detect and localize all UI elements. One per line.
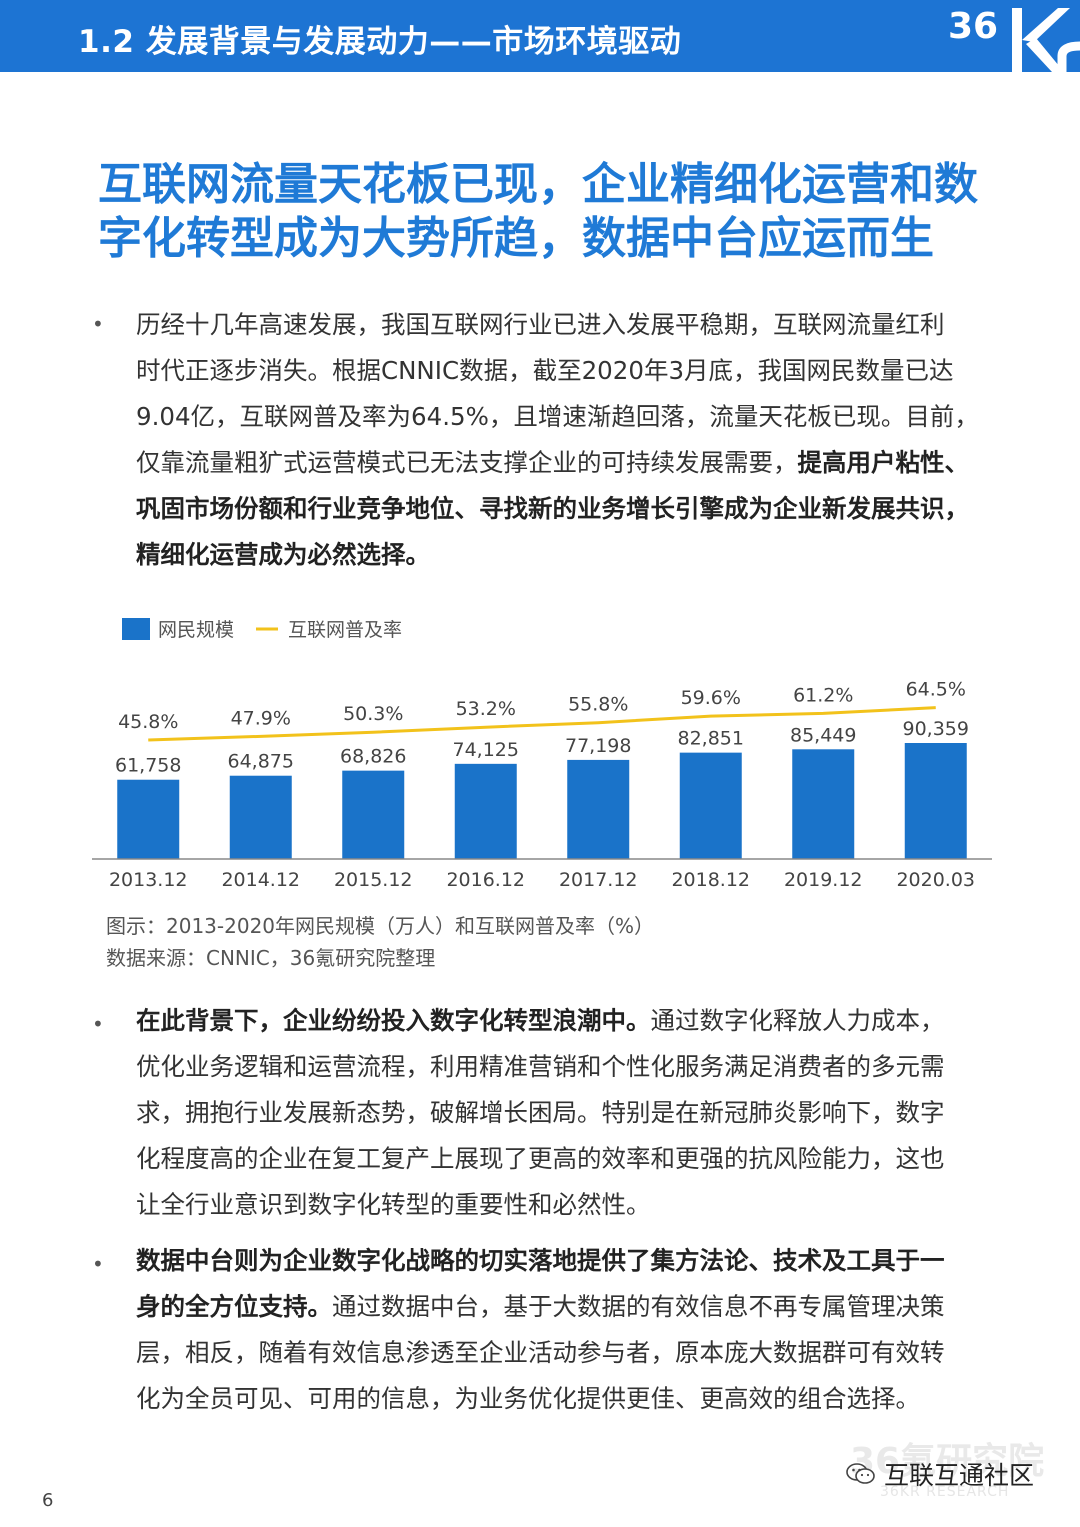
rate-value-label: 53.2% (456, 698, 516, 720)
community-name: 互联互通社区 (884, 1461, 1035, 1490)
section-title: 1.2 发展背景与发展动力——市场环境驱动 (78, 24, 682, 60)
bold-text: 身的全方位支持。 (136, 1292, 332, 1321)
community-label: 互联互通社区 (846, 1456, 1034, 1492)
paragraph-line: 在此背景下，企业纷纷投入数字化转型浪潮中。通过数字化释放人力成本， (136, 998, 1008, 1044)
bold-text: 数据中台则为企业数字化战略的切实落地提供了集方法论、技术及工具于一 (136, 1246, 945, 1275)
bar-value-label: 90,359 (903, 718, 969, 740)
paragraph-line: 精细化运营成为必然选择。 (136, 532, 1008, 578)
x-tick-label: 2015.12 (334, 869, 413, 891)
bar-value-label: 64,875 (228, 751, 294, 773)
bullet-marker: • (92, 312, 104, 336)
x-tick-label: 2014.12 (221, 869, 300, 891)
body-text: 仅靠流量粗犷式运营模式已无法支撑企业的可持续发展需要， (136, 448, 798, 477)
body-text: 优化业务逻辑和运营流程，利用精准营销和个性化服务满足消费者的多元需 (136, 1052, 945, 1081)
paragraph-line: 时代正逐步消失。根据CNNIC数据，截至2020年3月底，我国网民数量已达 (136, 348, 1008, 394)
bar (567, 759, 630, 859)
rate-value-label: 47.9% (231, 707, 291, 729)
body-text: 让全行业意识到数字化转型的重要性和必然性。 (136, 1190, 651, 1219)
rate-value-label: 50.3% (343, 703, 403, 725)
header-bar: 1.2 发展背景与发展动力——市场环境驱动 36 (0, 0, 1080, 72)
bold-text: 精细化运营成为必然选择。 (136, 540, 430, 569)
x-tick-label: 2019.12 (784, 869, 863, 891)
body-text: 时代正逐步消失。根据CNNIC数据，截至2020年3月底，我国网民数量已达 (136, 356, 954, 385)
main-title-line-2: 字化转型成为大势所趋，数据中台应运而生 (98, 213, 934, 264)
body-text: 历经十几年高速发展，我国互联网行业已进入发展平稳期，互联网流量红利 (136, 310, 945, 339)
paragraph-line: 化程度高的企业在复工复产上展现了更高的效率和更强的抗风险能力，这也 (136, 1136, 1008, 1182)
legend-swatch-users (122, 618, 150, 640)
bar-value-label: 74,125 (453, 739, 519, 761)
bold-text: 提高用户粘性、 (797, 448, 970, 477)
x-tick-label: 2013.12 (109, 869, 188, 891)
svg-text:36: 36 (948, 6, 998, 47)
body-text: 层，相反，随着有效信息渗透至企业活动参与者，原本庞大数据群可有效转 (136, 1338, 945, 1367)
page-number: 6 (42, 1490, 54, 1511)
bold-text: 在此背景下，企业纷纷投入数字化转型浪潮中。 (136, 1006, 651, 1035)
paragraph-line: 历经十几年高速发展，我国互联网行业已进入发展平稳期，互联网流量红利 (136, 302, 1008, 348)
paragraph-3: 数据中台则为企业数字化战略的切实落地提供了集方法论、技术及工具于一 身的全方位支持… (136, 1238, 1008, 1422)
x-tick-label: 2017.12 (559, 869, 638, 891)
bullet-marker: • (92, 1252, 104, 1276)
bar-value-label: 85,449 (790, 724, 856, 746)
chart-source: 数据来源：CNNIC，36氪研究院整理 (106, 946, 436, 970)
bar (904, 743, 967, 859)
rate-value-label: 64.5% (906, 679, 966, 701)
paragraph-line: 巩固市场份额和行业竞争地位、寻找新的业务增长引擎成为企业新发展共识， (136, 486, 1008, 532)
paragraph-line: 优化业务逻辑和运营流程，利用精准营销和个性化服务满足消费者的多元需 (136, 1044, 1008, 1090)
bar-value-label: 61,758 (115, 755, 181, 777)
paragraph-line: 让全行业意识到数字化转型的重要性和必然性。 (136, 1182, 1008, 1228)
bar (117, 779, 180, 859)
wechat-icon (846, 1463, 875, 1484)
paragraph-line: 求，拥抱行业发展新态势，破解增长困局。特别是在新冠肺炎影响下，数字 (136, 1090, 1008, 1136)
bar (679, 752, 742, 859)
bar-value-label: 82,851 (678, 728, 744, 750)
bullet-marker: • (92, 1012, 104, 1036)
bar (792, 749, 855, 859)
paragraph-line: 化为全员可见、可用的信息，为业务优化提供更佳、更高效的组合选择。 (136, 1376, 1008, 1422)
body-text: 通过数据中台，基于大数据的有效信息不再专属管理决策 (332, 1292, 945, 1321)
legend-label-rate: 互联网普及率 (288, 619, 402, 641)
body-text: 化为全员可见、可用的信息，为业务优化提供更佳、更高效的组合选择。 (136, 1384, 920, 1413)
internet-users-chart: 网民规模 互联网普及率 61,758 2013.12 64,875 2014.12 68,8… (92, 618, 992, 891)
rate-value-label: 45.8% (118, 711, 178, 733)
paragraph-line: 层，相反，随着有效信息渗透至企业活动参与者，原本庞大数据群可有效转 (136, 1330, 1008, 1376)
bar (229, 775, 292, 859)
x-tick-label: 2016.12 (446, 869, 525, 891)
body-text: 9.04亿，互联网普及率为64.5%，且增速渐趋回落，流量天花板已现。目前， (136, 402, 979, 431)
bold-text: 巩固市场份额和行业竞争地位、寻找新的业务增长引擎成为企业新发展共识， (136, 494, 969, 523)
body-text: 化程度高的企业在复工复产上展现了更高的效率和更强的抗风险能力，这也 (136, 1144, 945, 1173)
chart-caption: 图示：2013-2020年网民规模（万人）和互联网普及率（%） (106, 914, 655, 938)
body-text: 通过数字化释放人力成本， (650, 1006, 945, 1035)
paragraph-line: 身的全方位支持。通过数据中台，基于大数据的有效信息不再专属管理决策 (136, 1284, 1008, 1330)
watermark: 36氪研究院 (850, 1441, 1045, 1482)
bar (342, 770, 405, 859)
x-tick-label: 2020.03 (896, 869, 975, 891)
body-text: 求，拥抱行业发展新态势，破解增长困局。特别是在新冠肺炎影响下，数字 (136, 1098, 945, 1127)
paragraph-2: 在此背景下，企业纷纷投入数字化转型浪潮中。通过数字化释放人力成本， 优化业务逻辑和… (136, 998, 1008, 1228)
bar-value-label: 68,826 (340, 746, 406, 768)
paragraph-line: 仅靠流量粗犷式运营模式已无法支撑企业的可持续发展需要，提高用户粘性、 (136, 440, 1008, 486)
paragraph-line: 9.04亿，互联网普及率为64.5%，且增速渐趋回落，流量天花板已现。目前， (136, 394, 1008, 440)
paragraph-line: 数据中台则为企业数字化战略的切实落地提供了集方法论、技术及工具于一 (136, 1238, 1008, 1284)
legend-label-users: 网民规模 (158, 619, 234, 641)
rate-line (148, 706, 936, 742)
bar-value-label: 77,198 (565, 735, 631, 757)
main-title-line-1: 互联网流量天花板已现，企业精细化运营和数 (98, 159, 978, 210)
x-tick-label: 2018.12 (671, 869, 750, 891)
rate-value-label: 59.6% (681, 687, 741, 709)
paragraph-1: 历经十几年高速发展，我国互联网行业已进入发展平稳期，互联网流量红利 时代正逐步消失… (136, 302, 1008, 578)
rate-value-label: 61.2% (793, 684, 853, 706)
watermark-sub: 36KR RESEARCH (880, 1484, 1010, 1500)
rate-value-label: 55.8% (568, 694, 628, 716)
bar (454, 763, 517, 859)
main-title: 互联网流量天花板已现，企业精细化运营和数 字化转型成为大势所趋，数据中台应运而生 (98, 158, 998, 266)
brand-logo: 36 (948, 6, 1080, 72)
